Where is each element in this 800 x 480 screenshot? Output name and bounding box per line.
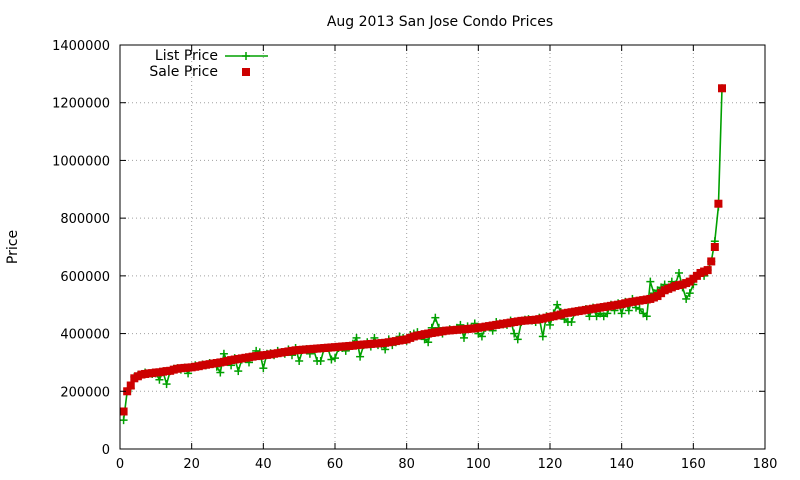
list-price-point [219, 349, 228, 358]
x-tick-label: 160 [681, 457, 706, 472]
y-tick-label: 1200000 [52, 97, 110, 112]
sale-price-point [718, 84, 726, 93]
grid-layer [120, 45, 765, 449]
list-price-point [119, 416, 128, 425]
list-price-point [646, 277, 655, 286]
list-price-point [216, 368, 225, 377]
list-price-point [424, 338, 433, 347]
y-tick-label: 600000 [60, 270, 110, 285]
legend: List Price Sale Price [149, 48, 268, 80]
list-price-point [553, 300, 562, 309]
sale-price-point [123, 387, 132, 396]
list-price-point [316, 356, 325, 365]
y-axis-label: Price [5, 230, 21, 264]
ticks-layer: 0 20 40 60 80 100 120 140 160 180 0 200000 400000 600… [52, 39, 777, 472]
x-tick-label: 80 [398, 457, 415, 472]
sale-price-point [714, 199, 723, 208]
list-price-line [122, 88, 723, 421]
sale-price-point [710, 243, 719, 251]
list-price-point [295, 356, 304, 365]
x-tick-label: 100 [466, 457, 491, 472]
sale-price-point [703, 266, 712, 275]
x-tick-label: 180 [753, 457, 778, 472]
list-price-point [513, 335, 522, 344]
sale-price-point [126, 381, 135, 390]
series-layer [119, 84, 726, 425]
legend-label-sale-price: Sale Price [149, 64, 218, 80]
list-price-point [685, 289, 694, 298]
legend-square-marker [242, 68, 250, 76]
list-price-point [259, 364, 268, 373]
list-price-point [510, 329, 519, 338]
y-tick-label: 800000 [60, 212, 110, 227]
y-tick-label: 1000000 [52, 154, 110, 169]
list-price-point [682, 294, 691, 303]
list-price-point [234, 367, 243, 376]
list-price-point [352, 333, 361, 342]
chart-title: Aug 2013 San Jose Condo Prices [327, 14, 553, 30]
x-tick-label: 20 [183, 457, 200, 472]
list-price-point [567, 318, 576, 327]
sale-price-point [119, 407, 128, 416]
list-price-point [624, 306, 633, 315]
y-tick-label: 200000 [60, 385, 110, 400]
list-price-point [460, 333, 468, 342]
list-price-point [617, 309, 626, 318]
list-price-point [538, 332, 547, 341]
list-price-point [546, 320, 554, 329]
list-price-point [477, 332, 486, 341]
list-price-point [162, 380, 171, 389]
y-tick-label: 400000 [60, 328, 110, 343]
list-price-point [331, 354, 339, 363]
list-price-point [356, 352, 365, 361]
y-tick-label: 0 [102, 443, 110, 458]
list-price-point [675, 268, 683, 277]
x-tick-label: 120 [538, 457, 563, 472]
sale-price-point [707, 257, 716, 266]
list-price-point [431, 313, 440, 322]
list-price-point [155, 375, 164, 384]
x-tick-label: 60 [327, 457, 344, 472]
legend-plus-marker [242, 52, 250, 60]
x-tick-label: 140 [609, 457, 634, 472]
x-tick-label: 0 [116, 457, 124, 472]
list-price-point [327, 355, 336, 364]
y-tick-label: 1400000 [52, 39, 110, 54]
legend-label-list-price: List Price [155, 48, 218, 64]
x-tick-label: 40 [255, 457, 272, 472]
plot-frame [119, 44, 766, 450]
list-price-point [635, 305, 644, 314]
list-price-point [642, 312, 651, 321]
